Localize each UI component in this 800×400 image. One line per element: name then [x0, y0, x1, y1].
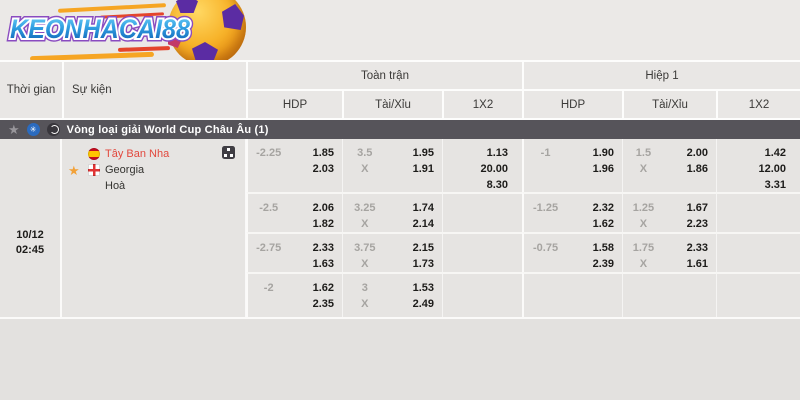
- column-header-half-1x2: 1X2: [716, 91, 800, 120]
- odds-cell-full-hdp[interactable]: -2.75 2.33 1.63: [246, 232, 342, 272]
- draw-row[interactable]: Hoà: [88, 178, 245, 194]
- favorite-league-star-icon[interactable]: ★: [8, 122, 20, 137]
- odds-table-header: Thời gian Sự kiện Toàn trận Hiệp 1 HDP T…: [0, 62, 800, 120]
- column-header-full-over-under: Tài/Xỉu: [342, 91, 442, 120]
- away-team-row[interactable]: Georgia: [88, 162, 245, 178]
- speed-line-icon: [150, 30, 166, 34]
- odds-cell-full-hdp[interactable]: -2 1.62 2.35: [246, 272, 342, 317]
- odds-cell-full-over-under[interactable]: 3.25 X 1.74 2.14: [342, 192, 442, 232]
- section-header-full-match: Toàn trận: [246, 62, 522, 91]
- odds-cell-full-1x2[interactable]: [442, 272, 522, 317]
- odds-cell-half-hdp[interactable]: -1 1.90 1.96: [522, 139, 622, 192]
- column-header-half-over-under: Tài/Xỉu: [622, 91, 716, 120]
- odds-cell-full-1x2[interactable]: [442, 192, 522, 232]
- odds-cell-full-over-under[interactable]: 3.5 X 1.95 1.91: [342, 139, 442, 192]
- odds-cell-full-hdp[interactable]: -2.5 2.06 1.82: [246, 192, 342, 232]
- odds-cell-half-over-under[interactable]: [622, 272, 716, 317]
- spain-flag-icon: [88, 148, 100, 160]
- odds-cell-half-hdp[interactable]: -1.25 2.32 1.62: [522, 192, 622, 232]
- home-team-row[interactable]: Tây Ban Nha: [88, 146, 245, 162]
- league-name[interactable]: Vòng loại giải World Cup Châu Âu (1): [66, 123, 269, 136]
- speed-line-icon: [117, 46, 171, 52]
- league-header-bar[interactable]: ★ ✳ Vòng loại giải World Cup Châu Âu (1): [0, 120, 800, 139]
- odds-cell-half-over-under[interactable]: 1.75 X 2.33 1.61: [622, 232, 716, 272]
- odds-cell-half-over-under[interactable]: 1.25 X 1.67 2.23: [622, 192, 716, 232]
- league-logo-icon: ✳: [26, 123, 40, 136]
- odds-cell-full-1x2[interactable]: [442, 232, 522, 272]
- statistics-icon[interactable]: [222, 146, 235, 159]
- speed-line-icon: [57, 3, 167, 13]
- column-header-full-hdp: HDP: [246, 91, 342, 120]
- column-header-time: Thời gian: [0, 62, 62, 120]
- away-team-name[interactable]: Georgia: [105, 164, 145, 176]
- match-time-cell: 10/12 02:45: [0, 139, 62, 317]
- match-row: 10/12 02:45 ★ Tây Ban Nha Georgia Hoà -2…: [0, 139, 800, 317]
- odds-cell-full-1x2[interactable]: 1.13 20.00 8.30: [442, 139, 522, 192]
- odds-cell-half-1x2[interactable]: [716, 232, 800, 272]
- home-team-name[interactable]: Tây Ban Nha: [105, 148, 170, 160]
- odds-cell-half-over-under[interactable]: 1.5 X 2.00 1.86: [622, 139, 716, 192]
- draw-label: Hoà: [105, 180, 126, 192]
- column-header-full-1x2: 1X2: [442, 91, 522, 120]
- odds-cell-full-over-under[interactable]: 3.75 X 2.15 1.73: [342, 232, 442, 272]
- soccer-ball-icon: [168, 0, 246, 60]
- page-background: [0, 317, 800, 400]
- column-header-event: Sự kiện: [62, 62, 246, 120]
- odds-cell-half-1x2[interactable]: [716, 192, 800, 232]
- column-header-half-hdp: HDP: [522, 91, 622, 120]
- georgia-flag-icon: [88, 164, 100, 176]
- odds-cell-full-hdp[interactable]: -2.25 1.85 2.03: [246, 139, 342, 192]
- favorite-match-star-icon[interactable]: ★: [68, 163, 80, 178]
- section-header-first-half: Hiệp 1: [522, 62, 800, 91]
- match-date: 10/12: [16, 229, 44, 241]
- brand-logo[interactable]: KEONHACAI88 KEONHACAI88 KEONHACAI88: [0, 0, 260, 60]
- match-event-cell[interactable]: ★ Tây Ban Nha Georgia Hoà: [62, 139, 246, 317]
- odds-cell-half-hdp[interactable]: [522, 272, 622, 317]
- odds-cell-half-1x2[interactable]: [716, 272, 800, 317]
- top-banner: KEONHACAI88 KEONHACAI88 KEONHACAI88: [0, 0, 800, 62]
- odds-cell-half-hdp[interactable]: -0.75 1.58 2.39: [522, 232, 622, 272]
- speed-line-icon: [29, 51, 155, 60]
- league-badge-icon[interactable]: [46, 123, 60, 136]
- odds-cell-half-1x2[interactable]: 1.42 12.00 3.31: [716, 139, 800, 192]
- match-time: 02:45: [15, 244, 45, 256]
